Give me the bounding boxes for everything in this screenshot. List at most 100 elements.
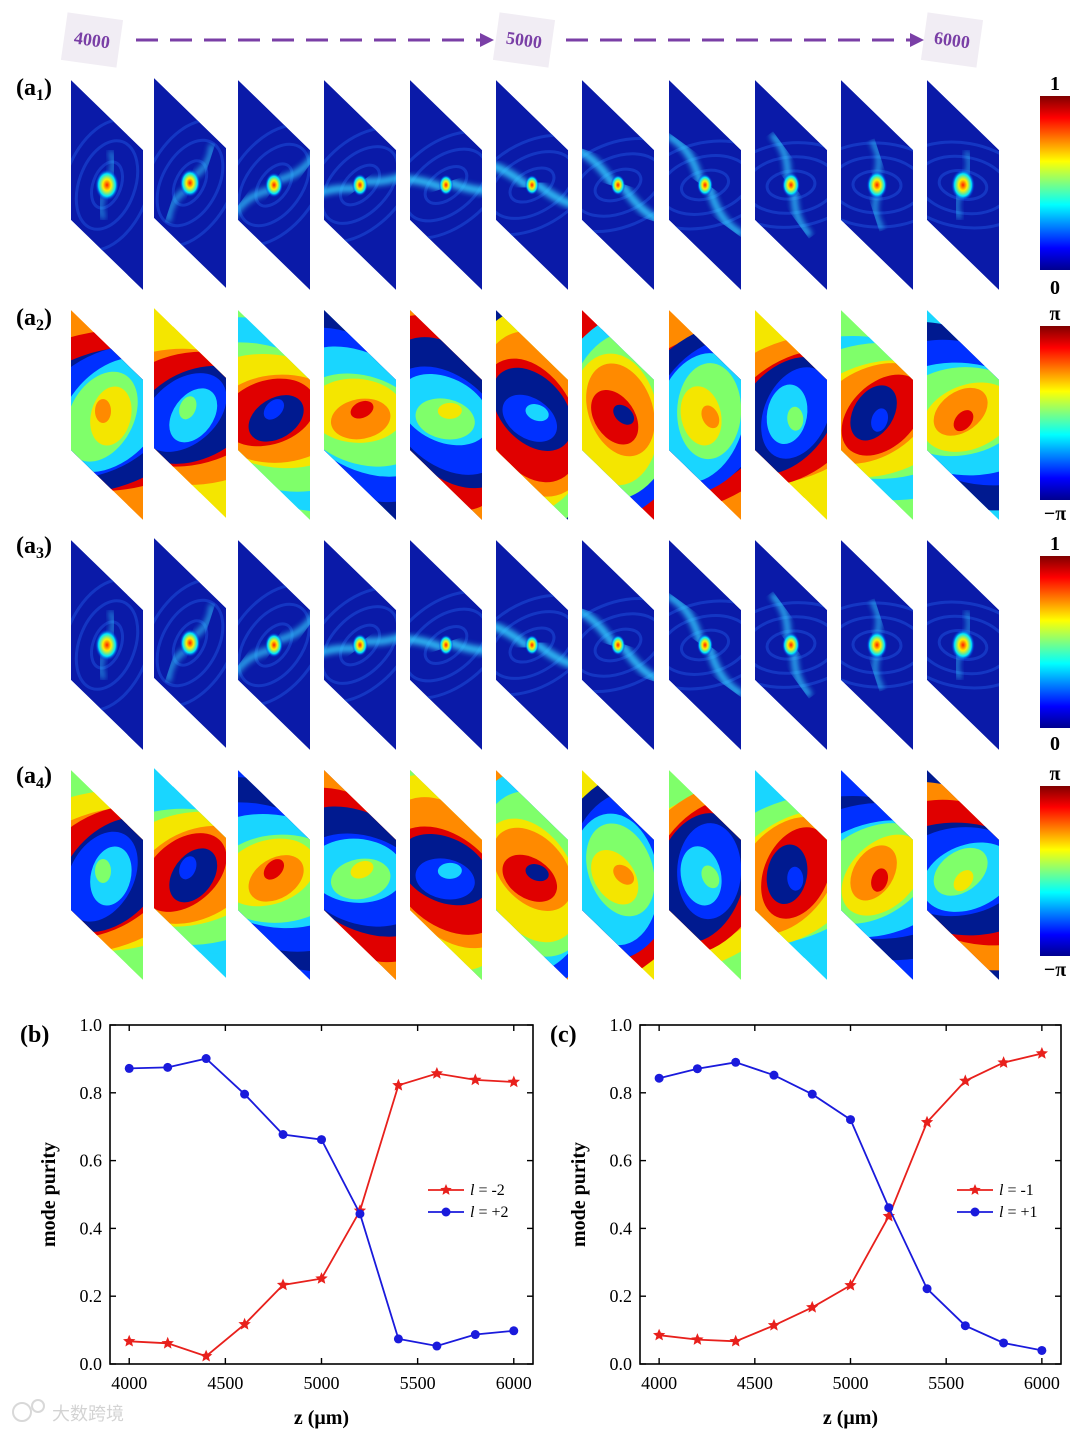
chart-c-star-point — [691, 1333, 704, 1345]
chart-c-star-point — [653, 1328, 666, 1341]
chart-b-circle-point — [278, 1129, 288, 1139]
field-panel-r1-c4 — [324, 80, 396, 290]
colorbar-2-max: π — [1050, 303, 1061, 325]
colorbar-1: 1 0 — [1040, 73, 1070, 299]
field-panel-r4-c11 — [927, 770, 999, 980]
chart-b-panel-label: (b) — [20, 1022, 49, 1048]
field-panel-r4-c8 — [669, 770, 741, 980]
field-panel-r2-c9 — [755, 310, 827, 520]
colorbar-3: 1 0 — [1040, 533, 1070, 755]
chart-c-star-point — [997, 1056, 1010, 1068]
colorbar-2: π −π — [1040, 303, 1070, 525]
field-panel-r3-c10 — [841, 540, 913, 750]
chart-c-circle-point — [922, 1284, 932, 1294]
chart-b-circle-point — [240, 1089, 250, 1099]
chart-c-legend-label-1: l = -1 — [999, 1182, 1034, 1199]
chart-c-ytick-label: 0.0 — [610, 1354, 633, 1374]
chart-c-plot-frame — [639, 1024, 1062, 1365]
colorbar-1-max: 1 — [1050, 73, 1060, 95]
chart-b-circle-point — [201, 1054, 211, 1064]
chart-c-xtick-label: 4000 — [641, 1373, 677, 1393]
field-pattern-grid — [71, 78, 999, 980]
timeline: 4000 5000 6000 — [60, 12, 984, 68]
chart-b-ytick-label: 0.2 — [80, 1286, 103, 1306]
field-panel-r3-c9 — [755, 540, 827, 750]
chart-c-legend-label-2: l = +1 — [999, 1204, 1038, 1221]
colorbar-2-min: −π — [1044, 503, 1066, 525]
chart-c-circle-point — [999, 1338, 1009, 1348]
chart-b-xtick-label: 4000 — [111, 1373, 147, 1393]
field-panel-r4-c1 — [71, 770, 143, 980]
field-panel-r4-c10 — [841, 770, 913, 980]
chart-c-xtick-label: 5500 — [928, 1373, 964, 1393]
timeline-arrowhead-1 — [480, 33, 494, 47]
timeline-mid-tag — [492, 12, 556, 68]
chart-b-star-point — [238, 1317, 251, 1330]
chart-b-ylabel: mode purity — [38, 1142, 60, 1247]
chart-c-series-line-2 — [658, 1061, 1043, 1352]
chart-b-xtick-label: 5000 — [304, 1373, 340, 1393]
row-label-a3: (a3) — [16, 533, 52, 562]
chart-b-series-line-1 — [129, 1072, 514, 1358]
field-panel-r3-c3 — [238, 540, 310, 750]
chart-c-legend-marker-2 — [970, 1207, 980, 1217]
field-panel-r3-c11 — [927, 540, 999, 750]
row-label-a1: (a1) — [16, 75, 52, 104]
chart-c-star-point — [844, 1278, 857, 1291]
chart-b-xtick-label: 6000 — [496, 1373, 532, 1393]
chart-b-ytick-label: 0.8 — [80, 1083, 103, 1103]
chart-b-xtick-label: 4500 — [207, 1373, 243, 1393]
chart-b-star-point — [392, 1078, 405, 1091]
field-panel-r1-c6 — [496, 80, 568, 290]
chart-b-star-point — [276, 1278, 290, 1291]
colorbar-4-max: π — [1050, 763, 1061, 785]
colorbars: 1 0 π −π 1 0 π −π — [1040, 73, 1070, 981]
field-panel-r1-c9 — [755, 80, 827, 290]
chart-b-circle-point — [163, 1062, 173, 1072]
row-label-a2: (a2) — [16, 305, 52, 334]
chart-c-circle-point — [807, 1089, 817, 1099]
chart-b-star-point — [507, 1075, 520, 1088]
chart-b-star-point — [430, 1067, 443, 1079]
colorbar-3-min: 0 — [1050, 733, 1060, 755]
field-panel-r4-c6 — [496, 770, 568, 980]
field-panel-r1-c5 — [410, 80, 482, 290]
field-panel-r4-c2 — [154, 768, 226, 978]
field-panel-r4-c4 — [324, 770, 396, 980]
field-panel-r2-c4 — [324, 310, 396, 520]
chart-c-ylabel: mode purity — [568, 1142, 590, 1247]
chart-b-legend-marker-1 — [440, 1184, 452, 1195]
colorbar-1-min: 0 — [1050, 277, 1060, 299]
colorbar-4: π −π — [1040, 763, 1070, 981]
chart-c-circle-point — [692, 1064, 702, 1074]
chart-c-circle-point — [846, 1115, 855, 1125]
chart-c-xtick-label: 6000 — [1024, 1373, 1060, 1393]
field-panel-r1-c8 — [669, 80, 741, 290]
timeline-mid-label: 5000 — [505, 28, 543, 53]
field-panel-r2-c3 — [238, 310, 310, 520]
chart-c-circle-point — [654, 1073, 664, 1083]
timeline-start-label: 4000 — [73, 28, 111, 53]
chart-c-circle-point — [884, 1203, 894, 1213]
chart-c-circle-point — [731, 1057, 741, 1067]
row-label-a4: (a4) — [16, 763, 52, 792]
chart-b-circle-point — [509, 1326, 519, 1336]
timeline-start-tag — [60, 12, 124, 68]
watermark-logo-icon — [12, 1402, 32, 1422]
field-panel-r1-c2 — [154, 78, 226, 288]
chart-b-circle-point — [317, 1135, 326, 1145]
field-panel-r4-c9 — [755, 770, 827, 980]
colorbar-3-max: 1 — [1050, 533, 1060, 555]
chart-b-ytick-label: 1.0 — [80, 1015, 103, 1035]
field-panel-r1-c10 — [841, 80, 913, 290]
chart-c-ytick-label: 0.4 — [610, 1218, 633, 1238]
chart-c-series-line-1 — [658, 1052, 1043, 1343]
chart-b-star-point — [469, 1073, 482, 1086]
watermark-text: 大数跨境 — [52, 1404, 124, 1425]
chart-b-xlabel: z (μm) — [294, 1407, 349, 1429]
chart-b-star-point — [200, 1349, 213, 1362]
chart-b-ytick-label: 0.6 — [80, 1151, 103, 1171]
chart-c-circle-point — [769, 1070, 779, 1080]
chart-c: (c) 4000 4500 5000 5500 6000 0.0 0.2 0.4 0.6 0.8 1… — [550, 1015, 1062, 1429]
field-panel-r1-c7 — [582, 80, 654, 290]
